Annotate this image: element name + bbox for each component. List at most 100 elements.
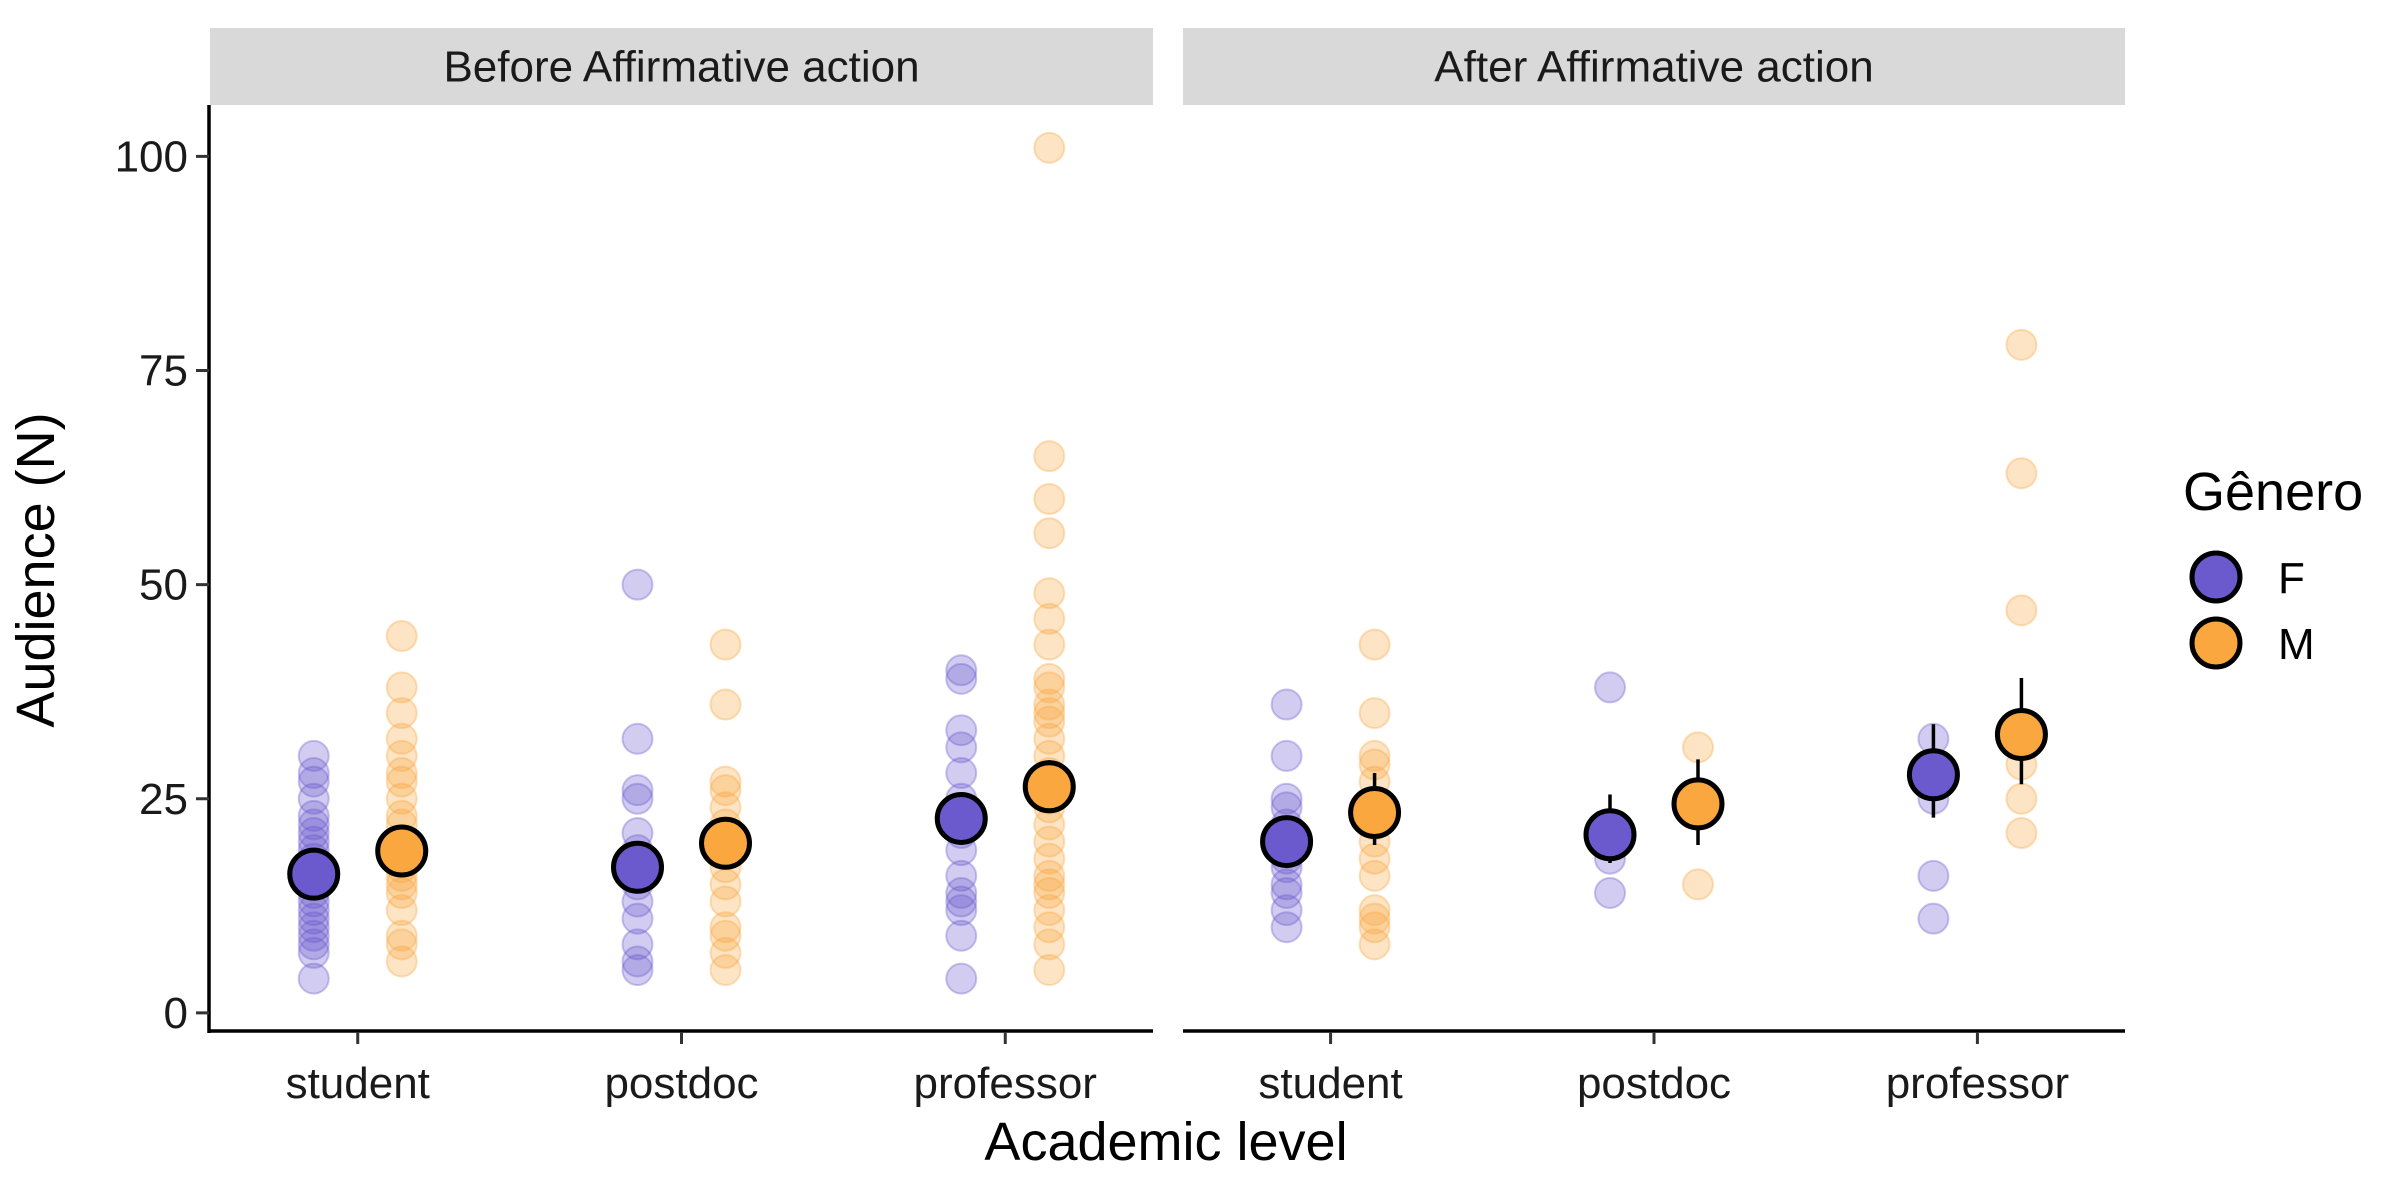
data-point-F xyxy=(297,911,330,944)
y-tick-label: 75 xyxy=(139,347,188,396)
data-point-M xyxy=(385,671,418,704)
data-point-F xyxy=(297,902,330,935)
facet-strip-2 xyxy=(1183,28,2125,105)
data-point-M xyxy=(1033,697,1066,730)
data-point-F xyxy=(297,928,330,961)
data-point-M xyxy=(1358,902,1391,935)
data-point-F xyxy=(1594,671,1626,704)
mean-point-M xyxy=(1671,777,1725,831)
data-point-F xyxy=(945,894,978,927)
data-point-F xyxy=(297,936,330,969)
data-point-F xyxy=(945,714,978,747)
mean-point-M xyxy=(1022,760,1076,814)
data-point-M xyxy=(1033,825,1066,858)
data-point-F xyxy=(297,799,330,832)
legend-key-F xyxy=(2189,550,2243,604)
data-point-M xyxy=(1358,739,1391,772)
legend-label-F: F xyxy=(2278,554,2305,603)
data-point-M xyxy=(1033,911,1066,944)
data-point-M xyxy=(385,945,418,978)
data-point-F xyxy=(621,954,654,987)
data-point-M xyxy=(709,919,742,952)
mean-point-M xyxy=(375,824,429,878)
data-point-F xyxy=(297,782,330,815)
data-point-F xyxy=(621,774,654,807)
data-point-M xyxy=(385,928,418,961)
data-point-F xyxy=(297,765,330,798)
x-tick-label: student xyxy=(286,1059,430,1108)
legend: Gênero FM xyxy=(2183,462,2363,670)
data-point-F xyxy=(1270,876,1303,909)
data-point-F xyxy=(1917,859,1950,892)
data-point-M xyxy=(385,739,418,772)
data-point-M xyxy=(709,911,742,944)
data-point-M xyxy=(385,894,418,927)
data-point-M xyxy=(1033,842,1066,875)
data-point-M xyxy=(1358,928,1391,961)
data-point-M xyxy=(2005,594,2038,627)
data-point-F xyxy=(945,876,978,909)
data-point-M xyxy=(1358,859,1391,892)
mean-point-F xyxy=(611,840,664,894)
x-tick-label: postdoc xyxy=(1577,1059,1731,1108)
mean-point-F xyxy=(1583,808,1637,862)
facet-strip-label-1: Before Affirmative action xyxy=(443,43,919,92)
data-point-F xyxy=(621,902,654,935)
data-point-M xyxy=(1033,671,1066,704)
data-point-F xyxy=(1594,876,1626,909)
data-point-M xyxy=(1033,517,1066,550)
data-point-F xyxy=(945,757,978,790)
facet-panel-2: After Affirmative action student postdoc pr… xyxy=(1183,28,2125,1108)
y-axis: 0 25 50 75 100 xyxy=(115,105,211,1038)
data-point-M xyxy=(709,688,742,721)
y-tick-label: 25 xyxy=(139,775,188,824)
facet-strip-label-2: After Affirmative action xyxy=(1434,43,1873,92)
data-point-M xyxy=(1033,928,1066,961)
data-point-M xyxy=(2005,457,2038,490)
x-tick-label: professor xyxy=(914,1059,1097,1108)
data-point-F xyxy=(1270,688,1303,721)
data-point-M xyxy=(385,876,418,909)
data-point-F xyxy=(297,808,330,841)
data-point-M xyxy=(385,765,418,798)
data-point-F xyxy=(1270,868,1303,901)
data-point-M xyxy=(1033,577,1066,610)
data-point-F xyxy=(1270,894,1303,927)
y-axis-title: Audience (N) xyxy=(6,412,66,727)
y-tick-label: 100 xyxy=(115,132,188,181)
data-point-M xyxy=(2005,782,2038,815)
mean-point-M xyxy=(1994,708,2048,762)
legend-entries: FM xyxy=(2189,550,2315,670)
data-point-M xyxy=(709,765,742,798)
data-point-M xyxy=(1033,602,1066,635)
mean-point-F xyxy=(1906,748,1960,802)
data-point-M xyxy=(385,919,418,952)
data-point-M xyxy=(385,620,418,653)
data-point-M xyxy=(1358,697,1391,730)
data-point-M xyxy=(1033,868,1066,901)
x-tick-label: student xyxy=(1258,1059,1402,1108)
data-point-M xyxy=(1033,859,1066,892)
data-point-F xyxy=(297,919,330,952)
data-point-F xyxy=(945,731,978,764)
data-point-F xyxy=(945,919,978,952)
facet-panel-1: Before Affirmative action student postdoc p… xyxy=(210,28,1153,1108)
data-point-F xyxy=(621,722,654,755)
data-point-F xyxy=(297,962,330,995)
y-tick-label: 0 xyxy=(164,989,188,1038)
data-point-F xyxy=(621,945,654,978)
data-point-M xyxy=(1358,911,1391,944)
data-point-F xyxy=(297,757,330,790)
data-point-M xyxy=(1682,868,1714,901)
data-point-F xyxy=(1270,782,1303,815)
data-point-M xyxy=(1033,894,1066,927)
data-point-F xyxy=(945,962,978,995)
legend-title: Gênero xyxy=(2183,462,2363,522)
legend-label-M: M xyxy=(2278,620,2315,669)
mean-point-F xyxy=(934,791,988,845)
data-point-M xyxy=(2005,328,2038,361)
mean-point-F xyxy=(1260,815,1314,869)
data-point-F xyxy=(1270,911,1303,944)
data-point-M xyxy=(1033,440,1066,473)
